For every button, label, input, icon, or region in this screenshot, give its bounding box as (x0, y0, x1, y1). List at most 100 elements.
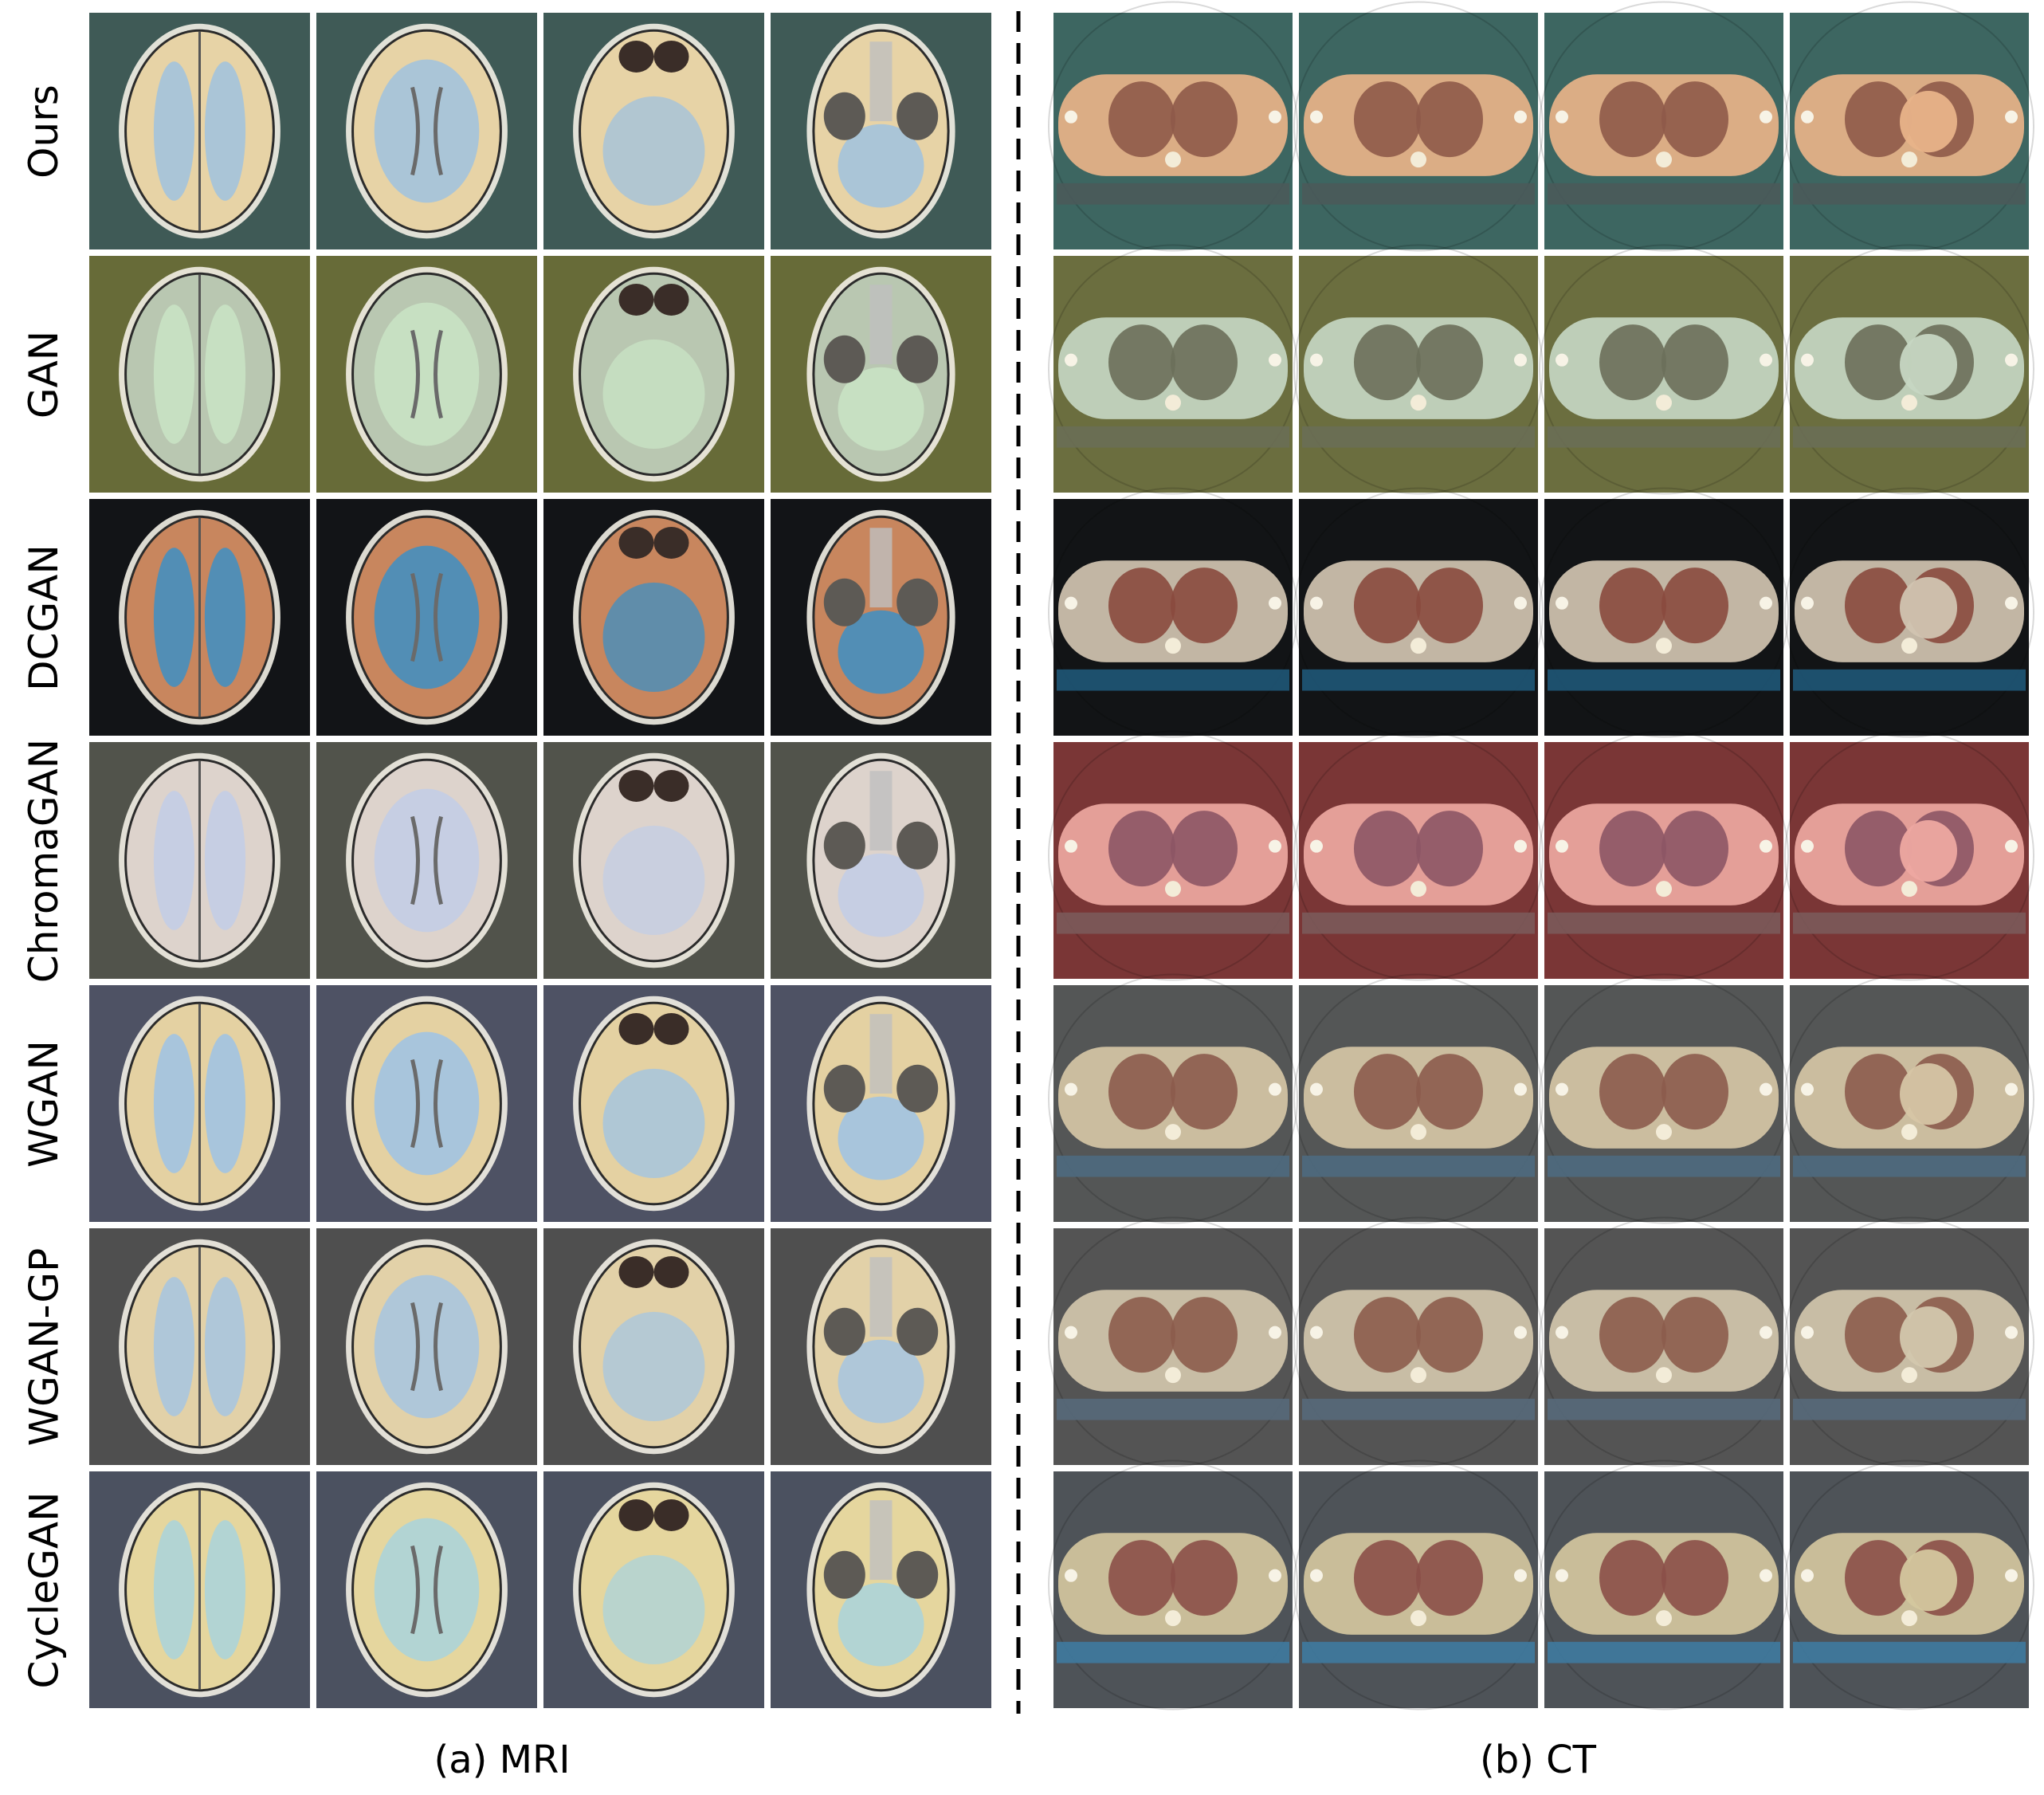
lung-left (1354, 81, 1421, 158)
scanner-table (1548, 1641, 1780, 1663)
lung-left (1845, 81, 1912, 158)
temporal-left (823, 578, 865, 626)
heart (1900, 577, 1957, 639)
scanner-table (1548, 426, 1780, 448)
lung-right (1416, 1054, 1483, 1130)
nasal-structure (869, 1014, 893, 1094)
white-matter-right (204, 791, 246, 930)
white-matter-left (153, 548, 195, 687)
lung-left (1108, 1054, 1175, 1130)
ct-tile (1539, 730, 1789, 981)
fov-circle (1539, 1216, 1789, 1467)
heart (1900, 1063, 1957, 1125)
arm-left (1065, 1082, 1077, 1096)
arm-right (1760, 110, 1772, 124)
spine (1901, 638, 1917, 654)
mri-tile (771, 1228, 991, 1465)
arm-right (1269, 1082, 1281, 1096)
row-label: CycleGAN (0, 1471, 88, 1708)
spine (1165, 1367, 1181, 1384)
scanner-table (1302, 183, 1535, 205)
spine (1901, 1367, 1917, 1384)
white-matter (602, 339, 705, 450)
spine (1410, 1124, 1426, 1141)
scanner-table (1793, 1398, 2026, 1420)
arm-right (2005, 1326, 2018, 1339)
figure-row (89, 730, 2034, 981)
fov-circle (1539, 244, 1789, 495)
ventricles (410, 86, 443, 176)
arm-right (1514, 1082, 1527, 1096)
ct-tile (1784, 1216, 2034, 1467)
ventricles (410, 1545, 443, 1635)
ct-tile (1048, 1459, 1298, 1711)
temporal-left (823, 1307, 865, 1356)
white-matter (374, 1031, 480, 1176)
mri-tile (89, 1471, 310, 1708)
arm-left (1065, 1569, 1077, 1582)
lung-left (1599, 81, 1666, 158)
arm-right (1269, 353, 1281, 367)
fov-circle (1784, 244, 2034, 495)
scanner-table (1057, 183, 1289, 205)
ventricles (410, 329, 443, 419)
mri-tile (771, 1471, 991, 1708)
lung-right (1661, 811, 1728, 887)
lung-left (1108, 568, 1175, 644)
scanner-table (1057, 669, 1289, 691)
arm-right (2005, 110, 2018, 124)
orbit-right (653, 40, 689, 73)
arm-right (1269, 1569, 1281, 1582)
fov-circle (1784, 730, 2034, 981)
arm-right (1760, 596, 1772, 610)
lung-left (1599, 1540, 1666, 1616)
arm-left (1310, 353, 1323, 367)
ventricles (410, 815, 443, 905)
orbit-right (653, 769, 689, 802)
fov-circle (1293, 1216, 1544, 1467)
spine (1165, 1610, 1181, 1627)
fov-circle (1293, 1, 1544, 252)
spine (1410, 395, 1426, 411)
scanner-table (1057, 1155, 1289, 1177)
figure-row (89, 973, 2034, 1224)
lung-left (1354, 1540, 1421, 1616)
ct-tile (1784, 730, 2034, 981)
lung-left (1845, 811, 1912, 887)
arm-right (1760, 353, 1772, 367)
lung-right (1416, 811, 1483, 887)
arm-right (2005, 839, 2018, 853)
spine (1165, 395, 1181, 411)
lung-left (1108, 81, 1175, 158)
arm-left (1556, 839, 1568, 853)
lung-left (1354, 568, 1421, 644)
nasal-structure (869, 1500, 893, 1581)
white-matter (602, 825, 705, 936)
nasal-structure (869, 285, 893, 365)
white-matter-right (204, 304, 246, 444)
lung-left (1599, 568, 1666, 644)
arm-left (1310, 110, 1323, 124)
white-matter-right (204, 1034, 246, 1173)
ct-tile (1048, 244, 1298, 495)
spine (1656, 1124, 1672, 1141)
mri-tile (316, 499, 537, 736)
spine (1901, 881, 1917, 897)
spine (1656, 151, 1672, 168)
scanner-table (1793, 426, 2026, 448)
lung-right (1171, 81, 1238, 158)
arm-left (1310, 1569, 1323, 1582)
lung-left (1599, 1297, 1666, 1373)
lung-left (1108, 1297, 1175, 1373)
scanner-table (1548, 1155, 1780, 1177)
mri-tile (543, 499, 764, 736)
ct-tile (1048, 487, 1298, 738)
lung-right (1171, 811, 1238, 887)
orbit-right (653, 526, 689, 559)
spine (1410, 151, 1426, 168)
ct-tile (1539, 973, 1789, 1224)
scanner-table (1793, 1155, 2026, 1177)
white-matter (602, 1068, 705, 1179)
mri-tile (543, 256, 764, 493)
